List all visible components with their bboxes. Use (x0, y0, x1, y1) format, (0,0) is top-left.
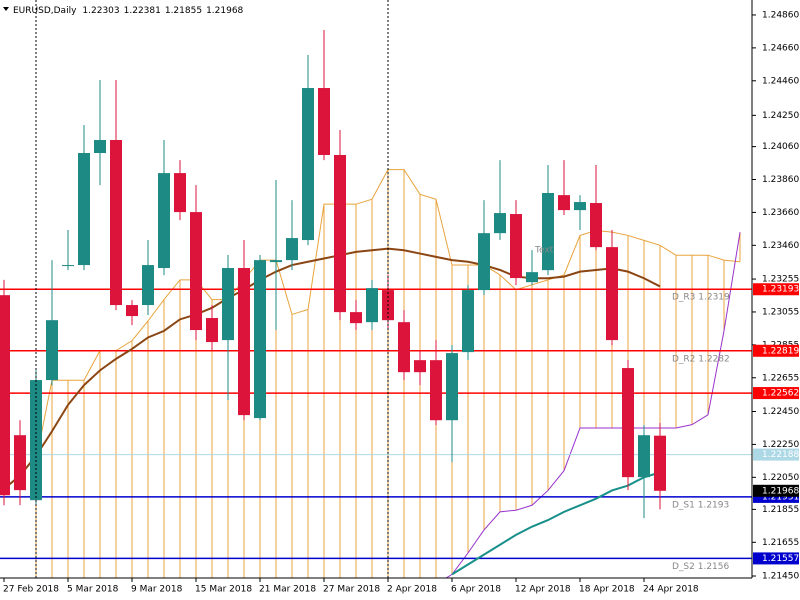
y-tick-label: 1.21655 (762, 538, 799, 548)
y-tick-label: 1.22450 (762, 407, 799, 417)
symbol: EURUSD,Daily (13, 6, 77, 16)
level-price-box (753, 448, 799, 461)
level-price-label: 1.21557 (762, 554, 799, 564)
y-tick-label: 1.24250 (762, 111, 799, 121)
candle-body (526, 272, 538, 283)
current-price-box (753, 484, 799, 497)
open-value: 1.22303 (82, 6, 119, 16)
candle-body (574, 202, 586, 211)
candle-body (190, 212, 202, 331)
chart-header: EURUSD,Daily 1.22303 1.22381 1.21855 1.21968 (13, 6, 244, 16)
candle-body (558, 195, 570, 211)
y-tick-label: 1.21450 (762, 572, 799, 582)
candle-body (350, 312, 362, 324)
candle-body (430, 360, 442, 421)
candle-body (606, 247, 618, 341)
candle-body (638, 435, 650, 478)
candle-body (94, 140, 106, 154)
candle-body (590, 203, 602, 248)
candle-body (254, 260, 266, 419)
y-tick-label: 1.21855 (762, 505, 799, 515)
level-price-label: 1.21931 (762, 492, 799, 502)
candle-body (46, 320, 58, 381)
level-price-label: 1.22819 (762, 346, 799, 356)
candle-body (654, 435, 666, 491)
low-value: 1.21855 (165, 6, 202, 16)
level-price-label: 1.22562 (762, 389, 799, 399)
level-name: D_S1 1.2193 (672, 500, 729, 510)
candle-body (414, 360, 426, 373)
y-tick-label: 1.24660 (762, 43, 799, 53)
x-tick-label: 6 Apr 2018 (451, 585, 501, 595)
candle-body (366, 288, 378, 323)
y-tick-label: 1.22050 (762, 473, 799, 483)
y-tick-label: 1.24860 (762, 10, 799, 20)
y-tick-label: 1.23055 (762, 307, 799, 317)
x-tick-label: 12 Apr 2018 (515, 585, 571, 595)
candle-body (158, 173, 170, 269)
level-name: D_R3 1.2319 (672, 293, 730, 303)
candle-body (542, 192, 554, 271)
x-tick-label: 5 Mar 2018 (67, 585, 119, 595)
candle-body (462, 290, 474, 353)
level-price-box (753, 552, 799, 565)
level-price-label: 1.23193 (762, 285, 799, 295)
candle-body (302, 88, 314, 241)
level-price-box (753, 283, 799, 296)
candle-body (126, 305, 138, 317)
x-tick-label: 18 Apr 2018 (579, 585, 635, 595)
candle-body (110, 140, 122, 306)
candle-body (174, 173, 186, 213)
x-tick-label: 24 Apr 2018 (643, 585, 699, 595)
menu-arrow[interactable] (3, 7, 9, 11)
y-tick-label: 1.23860 (762, 175, 799, 185)
y-tick-label: 1.24060 (762, 142, 799, 152)
candle-body (622, 368, 634, 478)
x-tick-label: 2 Apr 2018 (387, 585, 437, 595)
candle-body (446, 353, 458, 421)
candle-body (398, 322, 410, 373)
candle-body (286, 238, 298, 261)
candle-body (206, 318, 218, 343)
x-tick-label: 21 Mar 2018 (259, 585, 316, 595)
level-name: D_S2 1.2156 (672, 562, 729, 572)
moving-average (451, 471, 661, 576)
candle-body (494, 213, 506, 234)
high-value: 1.22381 (124, 6, 161, 16)
candle-body (334, 154, 346, 313)
y-tick-label: 1.23660 (762, 208, 799, 218)
x-tick-label: 9 Mar 2018 (131, 585, 183, 595)
candle-body (318, 88, 330, 155)
plot-area (0, 29, 752, 578)
candle-body (222, 268, 234, 341)
current-price-label: 1.21968 (762, 486, 799, 496)
y-tick-label: 1.23460 (762, 241, 799, 251)
y-tick-label: 1.22655 (762, 373, 799, 383)
candle-body (62, 265, 74, 267)
level-price-box (753, 344, 799, 357)
moving-average (3, 247, 661, 490)
y-tick-label: 1.22250 (762, 440, 799, 450)
y-tick-label: 1.23255 (762, 275, 799, 285)
candle-body (478, 233, 490, 291)
x-tick-label: 27 Feb 2018 (3, 585, 59, 595)
x-tick-label: 15 Mar 2018 (195, 585, 252, 595)
candle-body (78, 153, 90, 266)
level-name: D_R2 1.2282 (672, 354, 730, 364)
level-price-box (753, 387, 799, 400)
candle-body (0, 295, 10, 496)
x-tick-label: 27 Mar 2018 (323, 585, 380, 595)
candle-body (270, 260, 282, 263)
candle-body (142, 265, 154, 306)
y-tick-label: 1.24460 (762, 76, 799, 86)
close-value: 1.21968 (206, 6, 243, 16)
candle-body (510, 214, 522, 279)
candle-body (238, 268, 250, 416)
candle-body (14, 435, 26, 491)
text-annotation: Text (534, 246, 554, 256)
level-price-label: 1.22188 (762, 450, 799, 460)
